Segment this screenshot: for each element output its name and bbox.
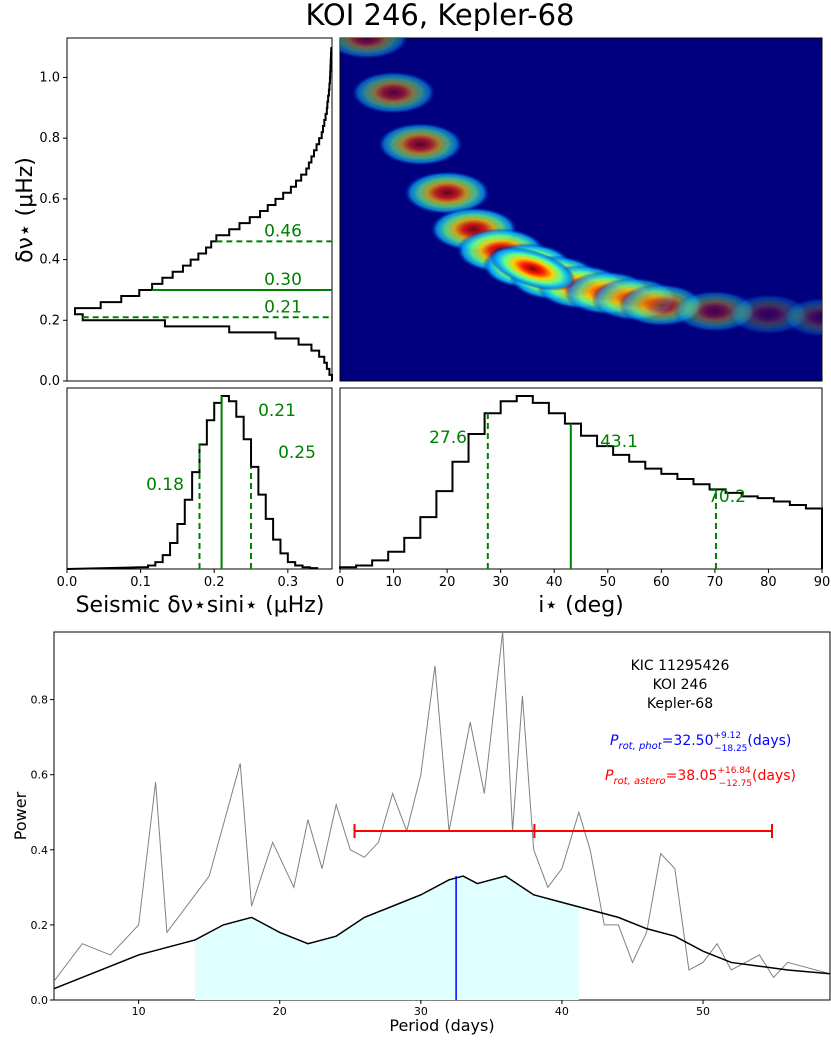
g-inc-marker-label-0: 27.6 (429, 428, 467, 448)
info-block: KIC 11295426 KOI 246 Kepler-68 Prot, pho… (605, 658, 796, 789)
periodogram-plot-area (54, 632, 830, 1000)
g-inc-xtick-label-4: 40 (546, 575, 563, 590)
periodogram-xtick-label-4: 50 (696, 1005, 710, 1018)
delta-nu-ytick-label-3: 0.6 (39, 192, 60, 207)
delta-nu-ylabel: δν⋆ (μHz) (13, 157, 38, 263)
inclination-histogram: 27.6 43.1 70.2 0 10 20 30 40 50 60 70 80 90 (336, 395, 831, 590)
g-seis-xtick-label-3: 0.3 (277, 575, 298, 590)
periodogram-ytick-label-3: 0.6 (31, 769, 49, 782)
periodogram-xtick-label-1: 20 (273, 1005, 287, 1018)
inclination-xlabel: i⋆ (deg) (538, 593, 624, 618)
g-inc-line (339, 395, 823, 569)
periodogram-ytick-label-0: 0.0 (31, 994, 49, 1007)
delta-nu-histogram: 0.46 0.30 0.21 0.0 0.2 0.4 0.6 0.8 1.0 (39, 47, 333, 389)
heat-blob-14 (782, 297, 822, 338)
periodogram-xtick-label-0: 10 (132, 1005, 146, 1018)
delta-nu-ytick-label-5: 1.0 (39, 70, 60, 85)
g-inc-marker-label-2: 70.2 (708, 487, 746, 507)
periodogram: 10 20 30 40 50 0.0 0.2 0.4 0.6 0.8 (31, 632, 830, 1018)
panel-inclination-frame (339, 387, 823, 570)
periodogram-xlabel: Period (days) (389, 1016, 494, 1035)
g-seis-xtick-label-0: 0.0 (57, 575, 78, 590)
g-seis-marker-label-1: 0.21 (258, 401, 296, 421)
heat-blob-1 (351, 71, 436, 114)
periodogram-ytick-label-1: 0.2 (31, 919, 49, 932)
delta-nu-marker-label-0: 0.46 (264, 221, 302, 241)
info-koi: KOI 246 (653, 677, 708, 693)
periodogram-xtick-label-2: 30 (414, 1005, 428, 1018)
g-inc-xtick-label-9: 90 (814, 575, 831, 590)
g-inc-xtick-label-3: 30 (492, 575, 509, 590)
g-seis-xtick-label-1: 0.1 (130, 575, 151, 590)
delta-nu-marker-label-1: 0.30 (264, 270, 302, 290)
panel-delta-nu-frame (66, 37, 333, 382)
info-kic: KIC 11295426 (631, 658, 730, 674)
g-inc-xtick-label-6: 60 (653, 575, 670, 590)
heat-blob-3 (403, 171, 491, 215)
periodogram-raw-line (54, 632, 830, 982)
seismic-xlabel: Seismic δν⋆sini⋆ (μHz) (76, 593, 325, 618)
periodogram-ylabel: Power (11, 791, 30, 840)
seismic-histogram: 0.18 0.21 0.25 0.0 0.1 0.2 0.3 (57, 395, 319, 590)
delta-nu-ytick-label-2: 0.4 (39, 253, 60, 268)
heat-blob-2 (377, 122, 464, 166)
g-seis-xtick-label-2: 0.2 (204, 575, 225, 590)
g-seis-line (66, 395, 319, 570)
delta-nu-ytick-label-0: 0.0 (39, 374, 60, 389)
g-inc-xtick-label-8: 80 (760, 575, 777, 590)
periodogram-xtick-label-3: 40 (555, 1005, 569, 1018)
info-p-astero: Prot, astero=38.05+16.84 −12.75(days) (605, 766, 796, 789)
periodogram-ytick-label-2: 0.4 (31, 844, 49, 857)
heat-blob-0 (340, 38, 409, 59)
g-inc-xtick-label-2: 20 (439, 575, 456, 590)
g-seis-marker-label-2: 0.25 (278, 443, 316, 463)
g-inc-marker-label-1: 43.1 (600, 432, 638, 452)
delta-nu-ytick-label-1: 0.2 (39, 313, 60, 328)
figure-title: KOI 246, Kepler-68 (306, 0, 575, 32)
periodogram-smoothed-line (54, 875, 830, 990)
g-seis-marker-label-0: 0.18 (146, 475, 184, 495)
info-p-phot: Prot, phot=32.50+9.12 −18.25(days) (610, 731, 791, 754)
heat-peak (489, 246, 576, 291)
g-inc-xtick-label-1: 10 (385, 575, 402, 590)
joint-density-heatmap (340, 38, 822, 338)
g-inc-xtick-label-7: 70 (707, 575, 724, 590)
periodogram-ytick-label-4: 0.8 (31, 694, 49, 707)
delta-nu-ytick-label-4: 0.8 (39, 131, 60, 146)
g-inc-xtick-label-5: 50 (600, 575, 617, 590)
periodogram-shade (195, 876, 579, 1000)
delta-nu-marker-label-2: 0.21 (264, 297, 302, 317)
g-inc-xtick-label-0: 0 (336, 575, 344, 590)
delta-nu-hist-line (74, 47, 333, 381)
info-name: Kepler-68 (647, 696, 713, 712)
